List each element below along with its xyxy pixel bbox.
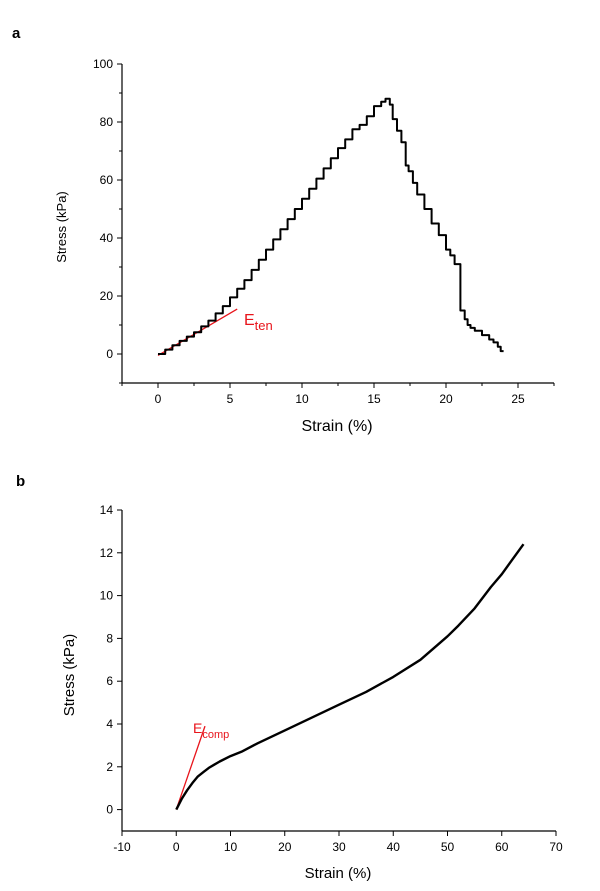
y-tick-label: 8	[106, 631, 113, 645]
y-tick-label: 40	[100, 231, 114, 245]
x-tick-label: -10	[113, 840, 131, 854]
x-tick-label: 10	[224, 840, 238, 854]
modulus-label-subscript: ten	[255, 318, 273, 333]
x-tick-label: 20	[278, 840, 292, 854]
modulus-label: Ecomp	[193, 720, 229, 741]
y-axis-title-a: Stress (kPa)	[54, 191, 69, 263]
x-tick-label: 0	[155, 392, 162, 406]
x-tick-label: 15	[367, 392, 381, 406]
modulus-label-subscript: comp	[202, 729, 229, 741]
x-tick-label: 30	[332, 840, 346, 854]
x-tick-label: 10	[295, 392, 309, 406]
y-tick-label: 0	[106, 803, 113, 817]
y-tick-label: 4	[106, 717, 113, 731]
axes-a: 0 20 40 60 80 100 0 5 10 15 20 25	[93, 57, 555, 406]
modulus-label-base: E	[193, 720, 202, 736]
panel-label-a: a	[12, 25, 21, 42]
x-axis-title-a: Strain (%)	[301, 418, 372, 435]
x-axis-title-b: Strain (%)	[305, 865, 372, 882]
x-tick-label: 40	[387, 840, 401, 854]
y-tick-label: 6	[106, 674, 113, 688]
panel-label-b: b	[16, 473, 25, 490]
annotation-e-comp: Ecomp	[175, 720, 229, 810]
y-tick-label: 10	[100, 589, 114, 603]
axes-b: 0 2 4 6 8 10 12 14 -10 0 10 20 30 40 50 60 70	[100, 503, 563, 854]
y-tick-label: 60	[100, 173, 114, 187]
modulus-label: Eten	[244, 312, 273, 333]
y-tick-label: 20	[100, 289, 114, 303]
y-tick-label: 2	[106, 760, 113, 774]
series-group-a	[158, 97, 504, 355]
chart-panel-a: a Eten 0 20 40 60 80 100 0 5 10 15 20 25 Strain (%)…	[12, 25, 555, 435]
x-tick-label: 25	[511, 392, 525, 406]
y-tick-label: 0	[106, 347, 113, 361]
y-tick-label: 100	[93, 57, 113, 71]
series-line	[175, 543, 525, 811]
series-line	[158, 97, 504, 355]
x-tick-label: 5	[227, 392, 234, 406]
series-group-b	[175, 543, 525, 811]
y-tick-label: 14	[100, 503, 114, 517]
x-tick-label: 50	[441, 840, 455, 854]
x-tick-label: 70	[549, 840, 563, 854]
y-axis-title-b: Stress (kPa)	[61, 634, 78, 717]
modulus-tangent-line	[175, 725, 206, 810]
x-tick-label: 60	[495, 840, 509, 854]
chart-panel-b: b Ecomp 0 2 4 6 8 10 12 14 -10 0 10 20 30 40 50 60 70 St…	[16, 473, 563, 882]
y-tick-label: 80	[100, 115, 114, 129]
x-tick-label: 0	[173, 840, 180, 854]
modulus-label-base: E	[244, 312, 255, 329]
x-tick-label: 20	[439, 392, 453, 406]
y-tick-label: 12	[100, 546, 114, 560]
